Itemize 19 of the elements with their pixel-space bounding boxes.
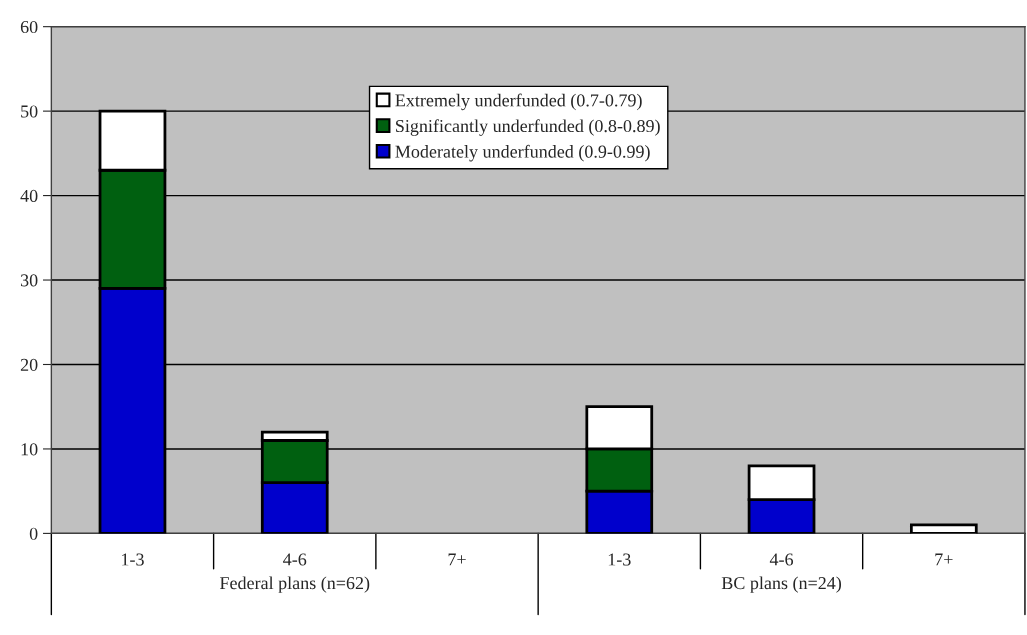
y-tick-label: 20 [20,358,38,371]
bar [909,523,978,534]
text: BC plans (n=24) [721,576,842,593]
x-tick-label: 4-6 [769,553,794,566]
text: Federal plans (n=62) [219,576,370,593]
y-tick-label: 60 [20,20,38,34]
legend-label: Significantly underfunded (0.8-0.89) [396,119,660,136]
y-tick-label: 0 [29,527,38,540]
y-tick-label: 50 [21,105,38,118]
x-tick-label: 7+ [448,553,466,566]
x-tick-label: 1-3 [608,553,631,566]
y-tick-label: 10 [21,443,38,456]
x-tick-label: 4-6 [283,553,307,566]
legend-label: Moderately underfunded (0.9-0.99) [395,144,650,162]
legend-label: Extremely underfunded (0.7-0.79) [395,93,642,111]
x-tick-label: 7+ [935,553,953,566]
y-tick-label: 30 [20,274,38,287]
x-tick-label: 1-3 [122,553,144,566]
y-tick-label: 40 [20,189,38,203]
